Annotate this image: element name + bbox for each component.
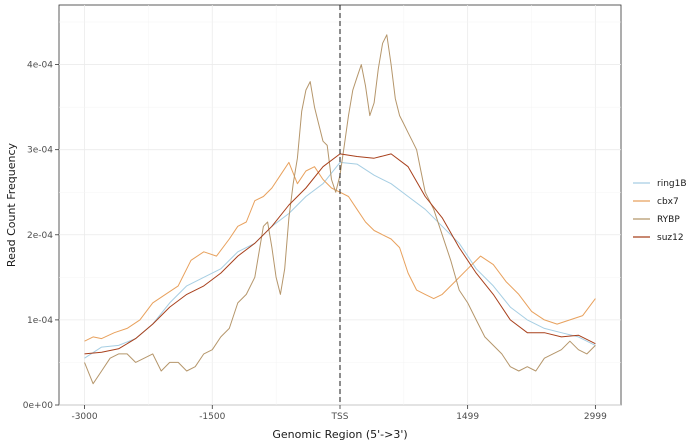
x-tick-label: 2999: [584, 412, 607, 422]
y-tick-label: 2e-04: [27, 231, 53, 241]
x-axis: -3000 -1500 TSS 1499 2999: [71, 405, 607, 422]
y-tick-label: 1e-04: [27, 316, 53, 326]
legend-label-cbx7: cbx7: [657, 197, 679, 207]
x-tick-label: -3000: [71, 412, 97, 422]
y-tick-label: 0e+00: [23, 401, 54, 411]
y-tick-label: 4e-04: [27, 61, 53, 71]
x-tick-label: 1499: [456, 412, 479, 422]
x-tick-label: -1500: [199, 412, 225, 422]
legend: ring1B cbx7 RYBP suz12: [633, 179, 687, 243]
y-tick-label: 3e-04: [27, 146, 53, 156]
legend-label-ring1B: ring1B: [657, 179, 687, 189]
legend-label-suz12: suz12: [657, 233, 684, 243]
x-tick-label: TSS: [331, 412, 349, 422]
y-axis: 0e+00 1e-04 2e-04 3e-04 4e-04: [23, 61, 59, 411]
legend-label-RYBP: RYBP: [657, 215, 680, 225]
series-line-ring1B: [84, 161, 596, 359]
x-axis-title: Genomic Region (5'->3'): [272, 428, 407, 441]
y-axis-title: Read Count Frequency: [5, 142, 18, 267]
